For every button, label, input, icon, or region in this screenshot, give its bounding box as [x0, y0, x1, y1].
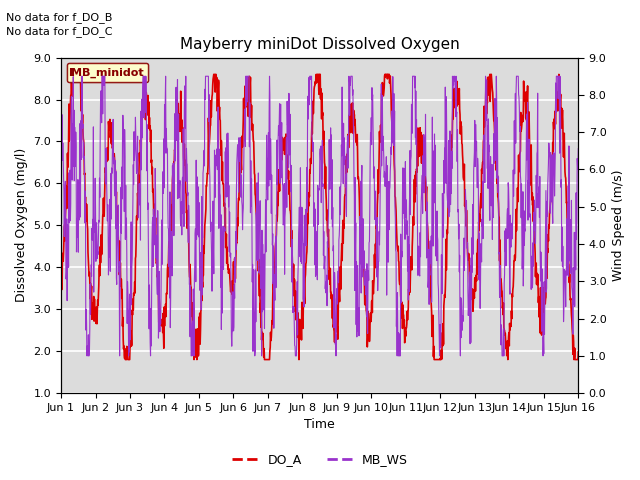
Text: No data for f_DO_B: No data for f_DO_B: [6, 12, 113, 23]
Y-axis label: Wind Speed (m/s): Wind Speed (m/s): [612, 169, 625, 281]
X-axis label: Time: Time: [304, 419, 335, 432]
Legend: DO_A, MB_WS: DO_A, MB_WS: [227, 448, 413, 471]
Y-axis label: Dissolved Oxygen (mg/l): Dissolved Oxygen (mg/l): [15, 148, 28, 302]
Legend: MB_minidot: MB_minidot: [67, 63, 148, 82]
Title: Mayberry miniDot Dissolved Oxygen: Mayberry miniDot Dissolved Oxygen: [180, 37, 460, 52]
Text: No data for f_DO_C: No data for f_DO_C: [6, 26, 113, 37]
